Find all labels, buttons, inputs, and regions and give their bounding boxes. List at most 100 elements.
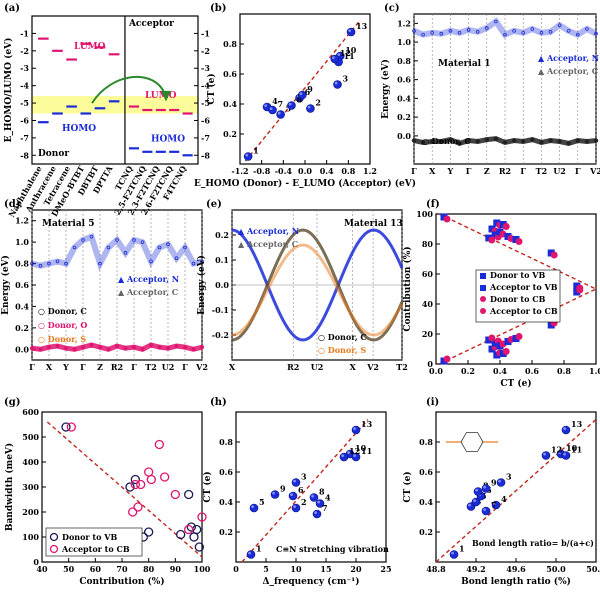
- point-highlight: [348, 29, 352, 32]
- y-axis-label: Energy (eV): [196, 255, 207, 315]
- data-point: [346, 27, 356, 37]
- y-tick-label: 1.2: [397, 18, 411, 28]
- legend-donor-c: ○ Donor, C: [422, 136, 471, 146]
- kpoint-label: T2: [145, 362, 157, 372]
- kpoint-label: Γ: [466, 166, 472, 176]
- y-tick-label: 40: [422, 299, 434, 309]
- data-point: [312, 509, 322, 519]
- donor-vb-marker: [186, 522, 196, 532]
- y-tick-label: -4: [20, 81, 29, 91]
- x-tick-label: 40: [36, 564, 48, 574]
- legend-donor-cb: Donor to CB: [490, 294, 546, 304]
- data-point: [243, 152, 253, 161]
- y-tick-label: 0.6: [223, 69, 237, 79]
- point-label: 11: [571, 445, 582, 455]
- data-point: [481, 506, 491, 516]
- legend-acceptor-c: ▲ Acceptor, C: [118, 287, 178, 297]
- kpoint-label: V2: [366, 362, 379, 372]
- panel-letter: (b): [210, 3, 226, 14]
- acceptor-n-marker: [106, 245, 111, 250]
- kpoint-label: Γ: [80, 362, 86, 372]
- acceptor-n-marker: [439, 31, 444, 36]
- x-tick-label: 15: [320, 564, 331, 574]
- donor-vb-marker: [504, 233, 512, 240]
- panel-letter: (c): [384, 3, 400, 14]
- kpoint-label: Z: [484, 166, 490, 176]
- acceptor-n-marker: [457, 30, 462, 35]
- y-tick-label: 0.8: [419, 437, 433, 447]
- point-label: 4: [272, 96, 278, 106]
- acceptor-cb-marker: [515, 238, 523, 245]
- donor-vb-marker: [176, 529, 186, 540]
- point-highlight: [468, 503, 471, 507]
- kpoint-label: U2: [553, 166, 566, 176]
- x-axis-label: Bond length ratio (%): [461, 576, 571, 587]
- x-tick-label: 100: [194, 564, 211, 574]
- point-label: 5: [259, 497, 265, 507]
- acceptor-cb-marker: [154, 439, 164, 450]
- donor-c-marker: [539, 140, 544, 145]
- acceptor-vb-marker: [485, 336, 493, 344]
- kpoint-label: Γ: [411, 166, 417, 176]
- kpoint-label: Γ: [575, 166, 581, 176]
- y-tick-label: -5: [20, 98, 29, 108]
- molecule-ring: [460, 432, 484, 452]
- donor-c-marker: [530, 137, 535, 142]
- point-label: 8: [296, 95, 302, 105]
- donor-c-marker: [439, 139, 444, 144]
- x-tick-label: -0.8: [253, 166, 271, 176]
- donor-c-marker: [493, 136, 499, 141]
- y-tick-label: 0.8: [223, 39, 237, 49]
- material-title: Material 1: [438, 59, 490, 69]
- acceptor-vb-marker: [547, 321, 555, 329]
- y-tick-label: 1.0: [15, 237, 29, 247]
- y-tick-label: 0.1: [215, 255, 229, 265]
- donor-c-marker: [511, 138, 517, 143]
- y-tick-label: 0.4: [219, 497, 233, 507]
- legend-swatch-acceptor-cb: [49, 544, 59, 554]
- panel-d: 0.0 0.2 0.4 0.6 0.8 1.0 1.2 Γ X Y Γ Z R2 Γ T2 U2 Γ V2 Mate…: [0, 199, 208, 372]
- point-highlight: [337, 53, 341, 56]
- point-label: 11: [361, 446, 372, 456]
- acceptor-n-marker: [183, 245, 187, 250]
- point-label: 3: [506, 472, 512, 482]
- point-highlight: [293, 479, 296, 483]
- legend-acceptor-c: ▲ Acceptor, C: [538, 66, 598, 76]
- plot-frame: [435, 213, 597, 365]
- panel-g: 40 50 60 70 80 90 100 0 100 200 300 400 500 600 Donor …: [4, 397, 211, 587]
- legend-acceptor-n: ▲ Acceptor, N: [538, 53, 599, 63]
- x-tick-label: 49.6: [506, 564, 526, 574]
- donor-o-marker: [199, 345, 204, 350]
- point-label: 2: [301, 497, 307, 507]
- y-axis-label: CT (e): [402, 471, 413, 502]
- x-tick-label: 25: [380, 564, 391, 574]
- acceptor-cb-marker: [197, 512, 207, 522]
- data-point: [330, 54, 340, 64]
- acceptor-n-marker: [448, 29, 453, 33]
- acceptor-n-marker: [174, 256, 179, 261]
- point-highlight: [293, 505, 296, 508]
- acceptor-cb-marker: [146, 474, 156, 485]
- point-label: 1: [253, 146, 259, 156]
- acceptor-lumo-label: LUMO: [145, 91, 177, 101]
- y-tick-label: 0.6: [419, 467, 433, 477]
- donor-cb-marker: [576, 286, 584, 294]
- point-highlight: [473, 499, 476, 502]
- x-tick-label: 0.0: [298, 166, 312, 176]
- point-label: 3: [301, 472, 307, 482]
- point-highlight: [269, 107, 273, 110]
- kpoint-label: Γ: [520, 166, 526, 176]
- data-point: [306, 104, 315, 113]
- panel-letter: (e): [206, 199, 222, 210]
- panel-letter: (g): [4, 397, 20, 408]
- donor-c-marker: [548, 138, 553, 143]
- y-tick-label: 0.4: [223, 99, 237, 109]
- donor-c-marker: [502, 140, 508, 145]
- y-axis-label: Energy (eV): [0, 255, 11, 315]
- legend-donor-s: ○ Donor, S: [318, 345, 366, 355]
- donor-vb-marker: [440, 213, 448, 221]
- legend-donor-vb: Donor to VB: [490, 270, 545, 280]
- y-tick-label: -6: [20, 115, 29, 125]
- kpoint-label: X: [350, 362, 357, 372]
- y-axis-label: Contribution (%): [402, 246, 413, 331]
